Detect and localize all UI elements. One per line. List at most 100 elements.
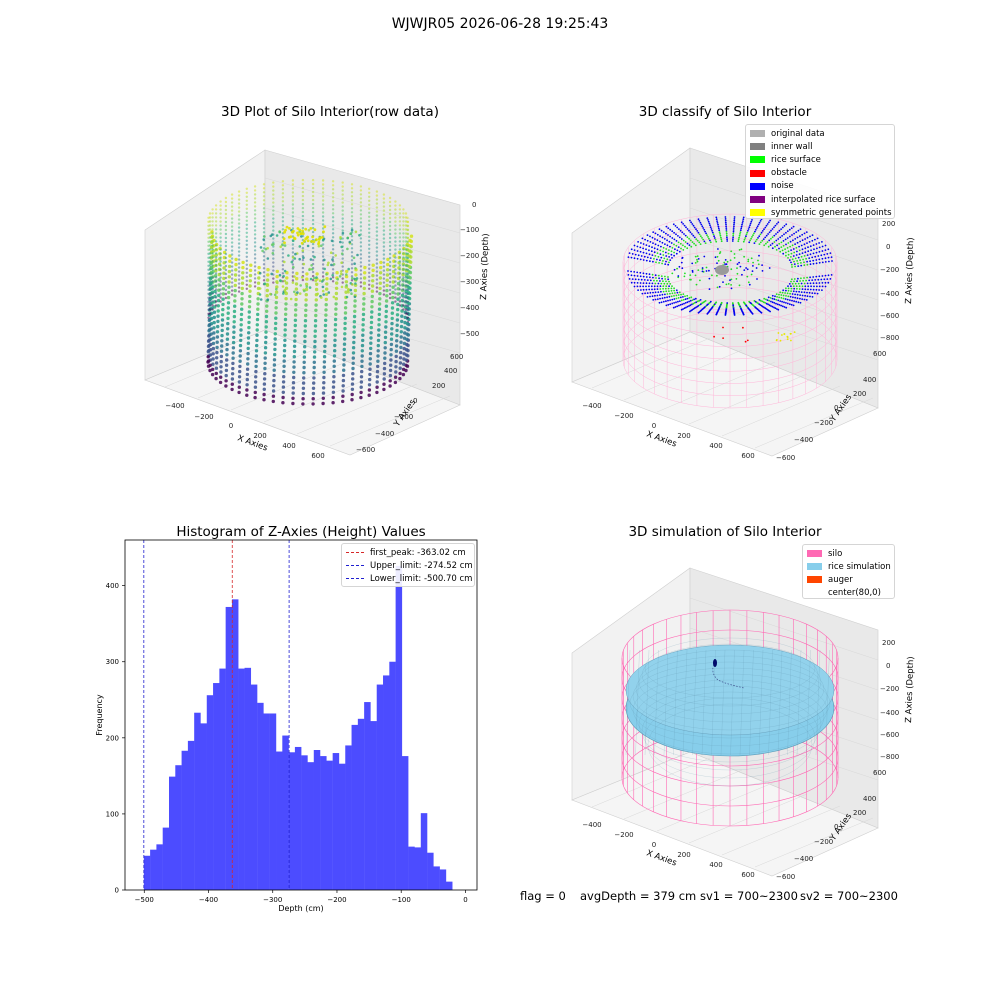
histogram-bar (294, 746, 302, 890)
raw-point (351, 372, 355, 376)
raw-point (214, 228, 218, 231)
raw-point (361, 317, 365, 322)
classified-point (794, 293, 796, 296)
classified-point (826, 278, 829, 280)
classified-point (791, 282, 794, 285)
classified-point (686, 301, 689, 304)
raw-point (275, 274, 279, 279)
raw-point (301, 222, 305, 226)
classified-point (661, 236, 664, 239)
raw-point (219, 280, 222, 283)
raw-point (237, 270, 241, 273)
classified-point (691, 303, 693, 306)
legend-line (346, 552, 364, 554)
classified-point (787, 295, 790, 298)
raw-point (361, 328, 365, 332)
histogram-bar (427, 852, 434, 890)
legend-label: Upper_limit: -274.52 cm (370, 560, 473, 571)
raw-point (214, 204, 218, 207)
classified-point (673, 295, 675, 297)
raw-point (321, 219, 325, 222)
z-tick: 200 (882, 639, 895, 647)
raw-point (402, 224, 405, 227)
classified-point (793, 260, 795, 263)
x-tick-label: −300 (263, 896, 282, 904)
simulation-x-ticks: −400 −200 0 200 400 600 (582, 821, 754, 879)
classified-point (657, 282, 660, 285)
raw-point (321, 199, 325, 202)
raw-point (291, 223, 295, 226)
classified-point (662, 246, 665, 249)
classified-point (715, 216, 718, 219)
raw-point (301, 182, 305, 186)
raw-point (239, 338, 243, 343)
raw-point (367, 393, 371, 397)
raw-point (382, 249, 386, 252)
raw-point (311, 202, 315, 206)
raw-point (382, 289, 386, 292)
classified-point (642, 288, 645, 291)
raw-point (321, 289, 325, 293)
raw-point (304, 282, 309, 286)
raw-point (368, 227, 371, 230)
raw-point (245, 287, 248, 290)
classified-point (679, 242, 682, 245)
raw-point (216, 304, 220, 308)
raw-point (224, 204, 228, 208)
raw-point (396, 307, 400, 312)
classified-point (699, 235, 702, 238)
raw-point (402, 220, 405, 223)
raw-point (331, 208, 335, 211)
classified-point (725, 283, 728, 286)
raw-point (238, 369, 242, 374)
classified-point (769, 244, 772, 246)
raw-point (237, 286, 241, 289)
raw-point (224, 244, 228, 248)
classified-point (671, 298, 674, 301)
classified-point (666, 296, 668, 299)
classified-point (650, 250, 653, 253)
raw-point (264, 340, 268, 345)
raw-point (239, 323, 243, 327)
classified-point (739, 233, 741, 235)
classified-point (824, 261, 827, 263)
raw-point (305, 272, 309, 276)
raw-point (219, 284, 222, 287)
raw-point (234, 257, 238, 262)
raw-point (359, 261, 363, 264)
legend-item-rice-simulation: rice simulation (807, 560, 891, 573)
raw-point (388, 260, 392, 264)
raw-point (398, 260, 402, 263)
classified-point (657, 244, 660, 247)
raw-point (211, 216, 214, 219)
classified-point (785, 287, 787, 290)
raw-point (245, 195, 248, 198)
raw-point (399, 335, 403, 339)
raw-point (238, 349, 243, 353)
classified-point (827, 256, 830, 259)
raw-point (253, 209, 257, 212)
raw-point (388, 373, 393, 378)
raw-point (262, 187, 266, 190)
raw-point (240, 281, 245, 285)
raw-point (332, 364, 336, 368)
raw-point (393, 380, 398, 385)
raw-point (230, 269, 234, 272)
raw-point (226, 316, 230, 321)
classified-point (708, 277, 711, 280)
raw-point (291, 183, 295, 186)
raw-point (383, 361, 387, 366)
raw-point (343, 321, 347, 326)
classified-point (790, 290, 792, 292)
classified-point (786, 292, 789, 295)
raw-point (214, 220, 218, 223)
surface-mesh-line (777, 649, 783, 756)
classified-point (782, 240, 785, 242)
classified-point (710, 228, 713, 230)
raw-point (340, 285, 344, 289)
raw-point (324, 318, 328, 322)
raw-point (312, 360, 316, 364)
classified-point (724, 218, 727, 220)
raw-point (332, 375, 336, 379)
raw-point (339, 270, 343, 273)
